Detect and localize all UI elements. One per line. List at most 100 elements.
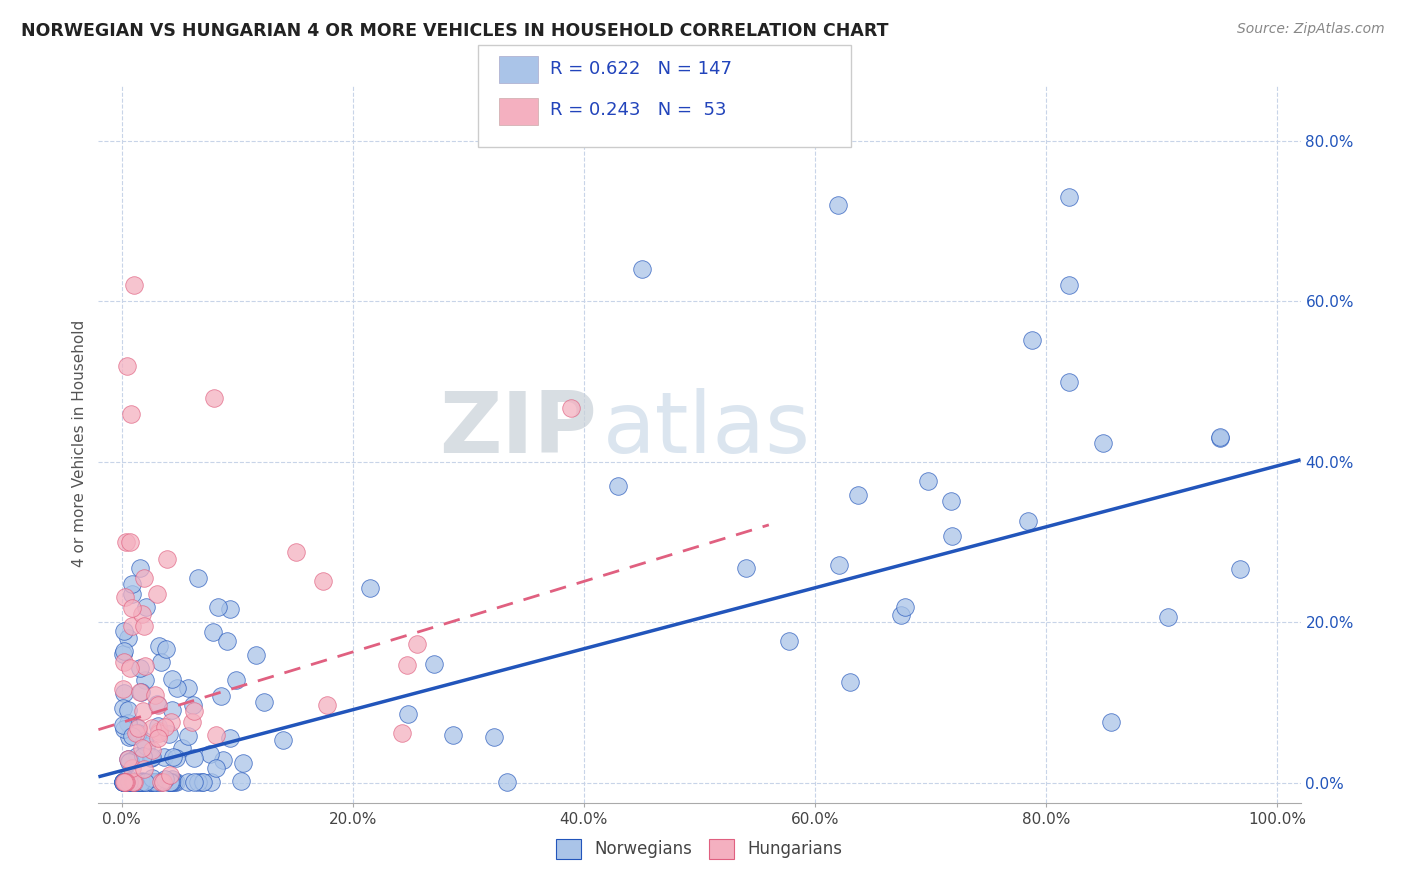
Text: Source: ZipAtlas.com: Source: ZipAtlas.com	[1237, 22, 1385, 37]
Point	[115, 535, 138, 549]
Point	[114, 775, 136, 789]
Point	[125, 721, 148, 735]
Point	[846, 488, 869, 502]
Point	[200, 775, 222, 789]
Point	[202, 391, 225, 405]
Point	[231, 774, 253, 789]
Point	[839, 675, 862, 690]
Point	[134, 775, 156, 789]
Point	[828, 558, 851, 572]
Point	[129, 560, 152, 574]
Point	[145, 775, 167, 789]
Point	[177, 775, 200, 789]
Point	[121, 577, 143, 591]
Point	[112, 775, 135, 789]
Text: ZIP: ZIP	[440, 388, 598, 471]
Point	[162, 749, 184, 764]
Point	[159, 775, 181, 789]
Point	[121, 730, 143, 744]
Point	[132, 749, 155, 764]
Point	[112, 722, 135, 736]
Point	[114, 591, 136, 605]
Point	[117, 359, 139, 373]
Point	[115, 775, 138, 789]
Point	[395, 658, 418, 673]
Point	[160, 775, 183, 789]
Point	[141, 750, 163, 764]
Point	[120, 775, 142, 789]
Point	[160, 672, 183, 686]
Point	[129, 685, 152, 699]
Point	[117, 703, 139, 717]
Point	[191, 775, 214, 789]
Point	[135, 600, 157, 615]
Point	[391, 726, 413, 740]
Text: NORWEGIAN VS HUNGARIAN 4 OR MORE VEHICLES IN HOUSEHOLD CORRELATION CHART: NORWEGIAN VS HUNGARIAN 4 OR MORE VEHICLE…	[21, 22, 889, 40]
Point	[132, 775, 155, 789]
Point	[132, 762, 155, 776]
Point	[122, 775, 145, 789]
Point	[153, 772, 176, 786]
Point	[1157, 610, 1180, 624]
Point	[1017, 515, 1039, 529]
Point	[118, 755, 141, 769]
Point	[607, 479, 630, 493]
Point	[124, 775, 146, 789]
Point	[120, 755, 142, 769]
Point	[187, 571, 209, 585]
Point	[146, 719, 169, 733]
Point	[496, 775, 519, 789]
Point	[160, 703, 183, 717]
Point	[271, 732, 294, 747]
Point	[111, 682, 134, 697]
Point	[115, 775, 138, 789]
Point	[1099, 715, 1122, 730]
Point	[111, 647, 134, 661]
Point	[134, 619, 156, 633]
Point	[146, 698, 169, 712]
Point	[138, 775, 160, 789]
Point	[115, 775, 138, 789]
Point	[118, 773, 141, 788]
Point	[165, 775, 187, 789]
Point	[560, 401, 582, 415]
Point	[152, 775, 174, 789]
Point	[112, 655, 135, 669]
Point	[129, 775, 152, 789]
Point	[183, 704, 205, 718]
Point	[157, 727, 180, 741]
Point	[1091, 436, 1114, 450]
Point	[120, 407, 142, 421]
Point	[360, 581, 382, 595]
Point	[1059, 375, 1081, 389]
Point	[157, 775, 180, 789]
Point	[176, 729, 198, 743]
Point	[143, 688, 166, 702]
Point	[202, 624, 225, 639]
Point	[146, 731, 169, 745]
Point	[146, 587, 169, 601]
Point	[148, 724, 170, 739]
Point	[121, 761, 143, 775]
Point	[146, 775, 169, 789]
Point	[155, 642, 177, 657]
Point	[121, 587, 143, 601]
Point	[917, 474, 939, 488]
Point	[111, 775, 134, 789]
Point	[183, 751, 205, 765]
Point	[183, 775, 205, 789]
Point	[127, 726, 149, 740]
Point	[396, 707, 419, 722]
Point	[117, 752, 139, 766]
Point	[1059, 190, 1081, 204]
Point	[128, 775, 150, 789]
Point	[181, 698, 204, 713]
Point	[114, 775, 136, 789]
Point	[166, 681, 188, 695]
Point	[141, 775, 163, 789]
Point	[162, 772, 184, 786]
Point	[115, 775, 138, 789]
Point	[150, 775, 173, 789]
Point	[225, 673, 247, 687]
Point	[148, 726, 170, 740]
